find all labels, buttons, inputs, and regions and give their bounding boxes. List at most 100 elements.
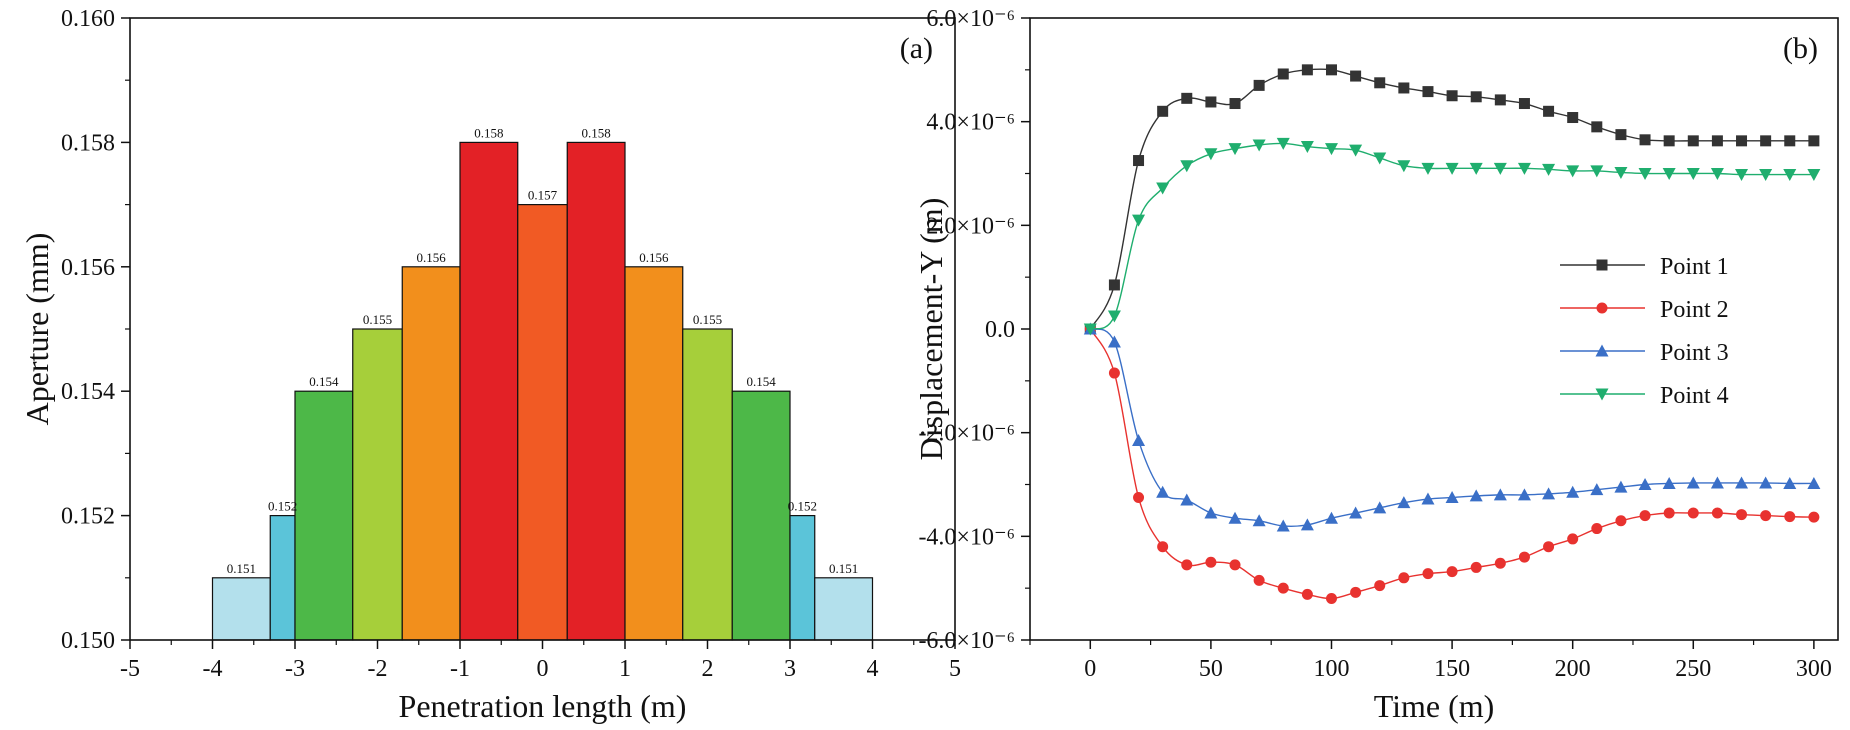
series-point-2 xyxy=(1084,323,1820,605)
series-line xyxy=(1089,68,1814,330)
legend-label: Point 3 xyxy=(1660,340,1729,366)
data-point xyxy=(1157,105,1169,117)
y-tick-label: 0.152 xyxy=(61,504,115,530)
series-line xyxy=(1089,328,1814,600)
data-point xyxy=(1204,506,1218,519)
x-tick-label: -3 xyxy=(285,656,305,682)
bar xyxy=(789,514,816,641)
data-point xyxy=(1759,169,1773,182)
x-tick-label: 300 xyxy=(1796,656,1832,682)
y-tick-label: 4.0×10⁻⁶ xyxy=(926,110,1015,136)
data-point xyxy=(1591,523,1603,535)
data-point xyxy=(1373,501,1387,514)
data-point xyxy=(1760,510,1772,522)
data-point xyxy=(1710,168,1724,180)
data-point xyxy=(1180,160,1194,173)
data-point xyxy=(1350,586,1362,598)
bar xyxy=(566,141,626,641)
bar xyxy=(269,514,296,641)
legend-marker xyxy=(1596,259,1608,271)
data-point xyxy=(1325,593,1337,605)
y-tick-label: 0.150 xyxy=(61,628,115,654)
data-point xyxy=(1445,162,1459,175)
x-tick-label: 150 xyxy=(1434,656,1470,682)
bar-data-label: 0.152 xyxy=(268,499,297,514)
data-point xyxy=(1663,135,1675,147)
data-point xyxy=(1205,556,1217,568)
bar-data-label: 0.156 xyxy=(639,250,669,265)
data-point xyxy=(1301,588,1313,600)
data-point xyxy=(1470,561,1482,573)
bar xyxy=(682,328,733,641)
panel-a-y-ticks: 0.150 0.152 0.154 0.156 0.158 0.160 xyxy=(61,6,130,654)
panel-b-series xyxy=(1083,64,1821,605)
y-tick-label: -4.0×10⁻⁶ xyxy=(918,524,1015,550)
y-tick-label: 0.154 xyxy=(61,379,115,405)
x-tick-label: 100 xyxy=(1313,656,1349,682)
data-point xyxy=(1639,510,1651,522)
x-tick-label: 1 xyxy=(619,656,631,682)
panel-a-bars xyxy=(211,141,874,641)
bar-data-label: 0.154 xyxy=(309,374,339,389)
data-point xyxy=(1422,568,1434,580)
panel-b-line-chart: 0 50 100 150 200 250 300 6.0×10⁻⁶ 4.0×10⁻⁶ 2.0×1… xyxy=(913,6,1839,724)
data-point xyxy=(1662,476,1676,489)
data-point xyxy=(1132,433,1146,446)
data-point xyxy=(1108,279,1120,291)
panel-b-label: (b) xyxy=(1783,32,1818,65)
x-tick-label: -1 xyxy=(450,656,470,682)
data-point xyxy=(1518,98,1530,110)
legend-marker xyxy=(1595,344,1609,357)
bar-data-label: 0.151 xyxy=(227,561,256,576)
data-point xyxy=(1784,135,1796,147)
data-point xyxy=(1276,519,1290,532)
data-point xyxy=(1398,572,1410,584)
data-point xyxy=(1277,582,1289,594)
y-tick-label: -2.0×10⁻⁶ xyxy=(918,421,1015,447)
series-point-3 xyxy=(1083,322,1821,532)
data-point xyxy=(1229,98,1241,110)
data-point xyxy=(1350,70,1362,82)
bar xyxy=(624,266,684,641)
data-point xyxy=(1807,476,1821,489)
data-point xyxy=(1107,310,1121,323)
data-point xyxy=(1107,335,1121,348)
data-point xyxy=(1324,511,1338,524)
data-point xyxy=(1277,68,1289,80)
data-point xyxy=(1710,476,1724,489)
data-point xyxy=(1422,86,1434,98)
bar-data-label: 0.151 xyxy=(829,561,858,576)
data-point xyxy=(1324,143,1338,156)
data-point xyxy=(1445,490,1459,503)
data-point xyxy=(1397,496,1411,509)
y-tick-label: 0.158 xyxy=(61,130,115,156)
y-tick-label: 0.0 xyxy=(985,317,1015,343)
panel-a-label: (a) xyxy=(900,32,933,65)
x-tick-label: 3 xyxy=(784,656,796,682)
x-tick-label: 2 xyxy=(702,656,714,682)
series-point-4 xyxy=(1083,137,1821,336)
bar-data-label: 0.157 xyxy=(528,188,558,203)
data-point xyxy=(1542,487,1556,500)
data-point xyxy=(1108,367,1120,379)
panel-b-axes-frame xyxy=(1029,17,1839,641)
data-point xyxy=(1590,165,1604,178)
data-point xyxy=(1783,169,1797,182)
y-tick-label: -6.0×10⁻⁶ xyxy=(918,628,1015,654)
data-point xyxy=(1493,162,1507,175)
bar xyxy=(814,577,874,641)
x-tick-label: -5 xyxy=(120,656,140,682)
bar-data-label: 0.158 xyxy=(582,125,611,140)
panel-a-x-axis-label: Penetration length (m) xyxy=(399,688,687,724)
data-point xyxy=(1686,168,1700,180)
data-point xyxy=(1517,162,1531,175)
data-point xyxy=(1638,168,1652,180)
legend-label: Point 1 xyxy=(1660,254,1729,280)
x-tick-label: 0 xyxy=(1084,656,1096,682)
data-point xyxy=(1301,64,1313,76)
data-point xyxy=(1759,476,1773,489)
x-tick-label: 5 xyxy=(949,656,961,682)
data-point xyxy=(1735,169,1749,182)
data-point xyxy=(1300,141,1314,154)
data-point xyxy=(1470,91,1482,103)
